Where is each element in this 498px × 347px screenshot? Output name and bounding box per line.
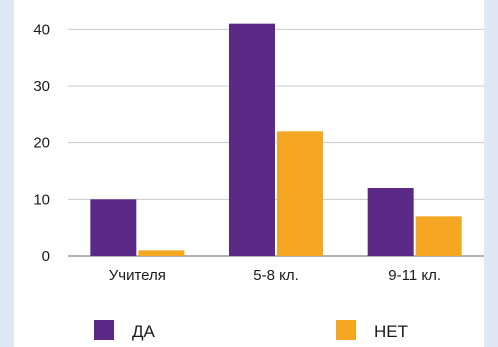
legend-swatch [336,320,356,340]
bar-no [415,216,462,256]
x-category-label: 5-8 кл. [253,267,299,284]
bar-no [277,131,323,256]
x-category-label: Учителя [109,267,166,284]
y-tick-label: 30 [33,78,50,95]
y-tick-label: 0 [42,248,50,265]
y-tick-label: 20 [33,135,50,152]
legend-label: ДА [132,322,156,341]
x-category-label: 9-11 кл. [388,267,441,284]
legend-label: НЕТ [374,322,408,341]
y-tick-label: 40 [33,21,50,38]
bar-yes [90,199,137,256]
y-tick-label: 10 [33,191,50,208]
bar-yes [367,188,414,256]
bar-no [138,250,185,256]
legend-swatch [94,320,114,340]
bar-yes [229,23,275,256]
